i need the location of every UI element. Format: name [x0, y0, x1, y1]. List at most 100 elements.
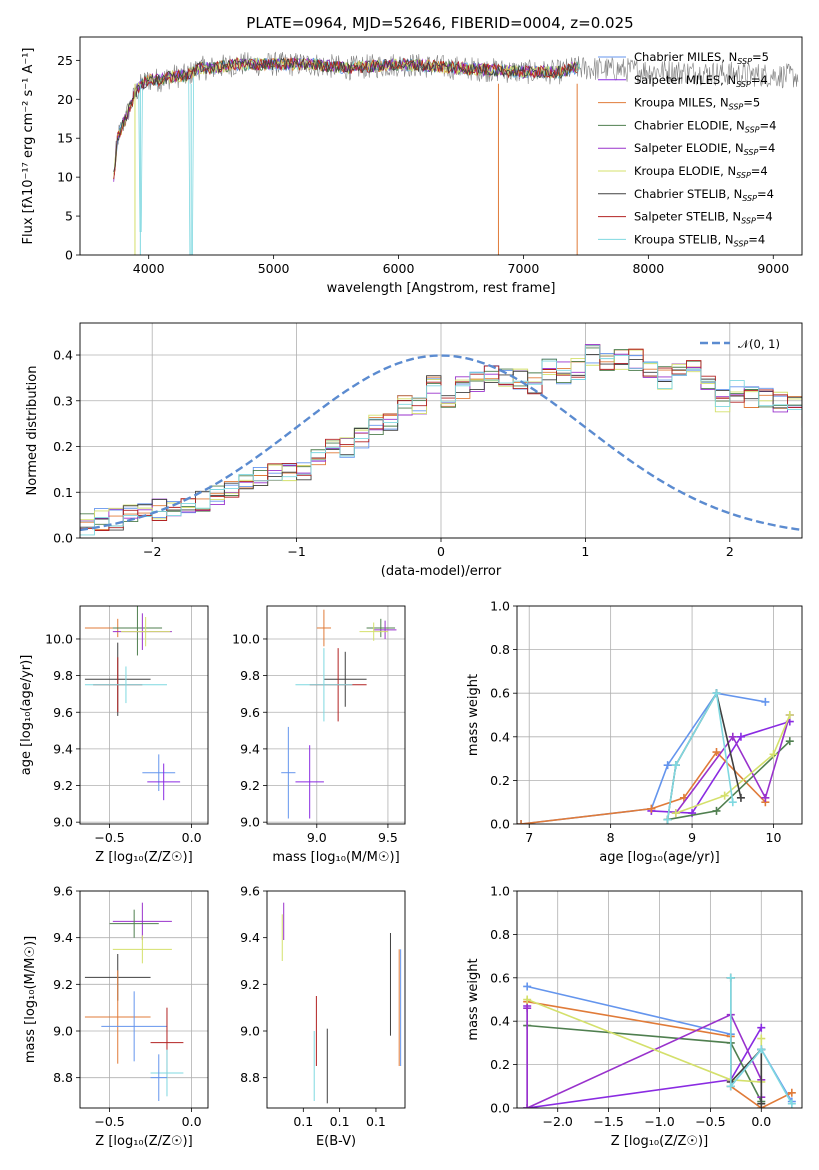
y-tick-label: 9.6	[240, 705, 260, 720]
y-tick-label: 10	[57, 170, 73, 185]
y-tick-label: 9.8	[53, 668, 73, 683]
mass-weight-line	[651, 720, 791, 814]
mass-weight-marker	[523, 1004, 532, 1013]
x-tick-label: 0	[437, 544, 445, 559]
x-tick-label: 0.1	[293, 1114, 313, 1129]
mass-weight-line	[729, 977, 793, 1105]
mass-weight-marker	[728, 798, 737, 807]
mass-weight-marker	[728, 732, 737, 741]
axes-frame	[79, 890, 209, 1109]
x-axis-label: mass [log₁₀(M/M☉)]	[272, 850, 399, 865]
y-tick-label: 0.8	[490, 927, 510, 942]
mass-weight-line	[729, 977, 763, 1104]
gaussian-curve	[80, 354, 802, 532]
x-tick-label: 0.0	[182, 830, 202, 845]
y-tick-label: 15	[57, 131, 73, 146]
y-tick-label: 9.6	[240, 884, 260, 899]
mass-weight-marker	[785, 711, 794, 719]
y-tick-label: 9.2	[53, 977, 73, 992]
y-tick-label: 25	[57, 53, 73, 68]
y-tick-label: 0.3	[53, 393, 73, 408]
x-tick-label: −1.0	[644, 1114, 674, 1129]
y-tick-label: 0.4	[53, 348, 73, 363]
plot-area	[281, 902, 402, 1104]
x-tick-label: −1.5	[593, 1114, 623, 1129]
spectrum-model-line	[113, 56, 578, 180]
plot-area	[84, 902, 184, 1101]
x-tick-label: 0.1	[330, 1114, 350, 1129]
x-axis-label: E(B-V)	[316, 1134, 356, 1149]
y-tick-label: 1.0	[490, 599, 510, 614]
plot-area	[84, 606, 181, 801]
mass-weight-line	[521, 692, 766, 824]
y-tick-label: 9.4	[53, 741, 73, 756]
legend-label: Kroupa ELODIE, NSSP=4	[634, 164, 768, 180]
x-tick-label: −0.5	[94, 1114, 124, 1129]
mass-weight-marker	[736, 793, 745, 802]
mass-weight-marker	[785, 737, 794, 746]
plot-area	[523, 973, 796, 1108]
mass-weight-marker	[523, 982, 532, 991]
legend-label: Chabrier ELODIE, NSSP=4	[634, 118, 776, 134]
chart-spectrum: 4000 5000 6000 7000 8000 9000 0 5 10 15 20 25 wavele…	[21, 36, 803, 296]
x-tick-label: 10	[766, 830, 782, 845]
axes-frame	[266, 605, 406, 825]
mass-weight-marker	[712, 806, 721, 815]
mass-weight-marker	[761, 793, 770, 802]
y-tick-label: 0.0	[53, 531, 73, 546]
y-axis-label: mass weight	[466, 674, 481, 756]
mass-weight-marker	[671, 761, 680, 770]
chart-age-vs-Z: −0.5 0.0 9.0 9.2 9.4 9.6 9.8 10.0 Z [log₁₀(Z/Z☉)…	[19, 605, 209, 865]
x-tick-label: 7	[525, 830, 533, 845]
mass-weight-marker	[671, 809, 680, 818]
x-tick-label: 5000	[258, 261, 290, 276]
mass-weight-marker	[663, 761, 672, 770]
x-axis-label: age [log₁₀(age/yr)]	[599, 850, 720, 865]
legend-label: Chabrier STELIB, NSSP=4	[634, 187, 774, 203]
y-axis-label: Normed distribution	[25, 366, 40, 496]
y-axis-label: Flux [fλ10⁻¹⁷ erg cm⁻² s⁻¹ A⁻¹]	[21, 48, 36, 245]
y-tick-label: 0.4	[490, 1014, 510, 1029]
x-tick-label: 0.1	[366, 1114, 386, 1129]
legend-label: Kroupa STELIB, NSSP=4	[634, 232, 765, 248]
x-tick-label: 8	[607, 830, 615, 845]
y-tick-label: 0.4	[490, 729, 510, 744]
y-tick-label: 9.0	[240, 815, 260, 830]
axes-frame	[79, 322, 803, 539]
legend-label: Salpeter STELIB, NSSP=4	[634, 210, 773, 226]
axes-frame	[79, 605, 209, 825]
residual-histogram	[80, 345, 802, 536]
plot-area	[281, 609, 397, 819]
residual-histogram	[80, 344, 802, 530]
y-tick-label: 10.0	[232, 631, 260, 646]
chart-age-vs-mass: 9.0 9.5 9.0 9.2 9.4 9.6 9.8 10.0 mass [log₁₀(M/M…	[232, 605, 406, 865]
mass-weight-line	[675, 714, 791, 814]
x-tick-label: 9.0	[307, 830, 327, 845]
mass-weight-marker	[757, 1045, 766, 1054]
x-tick-label: 1	[581, 544, 589, 559]
figure-title: PLATE=0964, MJD=52646, FIBERID=0004, z=0…	[246, 14, 633, 32]
y-tick-label: 9.6	[53, 884, 73, 899]
y-axis-label: mass [log₁₀(M/M☉)]	[23, 936, 38, 1063]
mass-weight-marker	[726, 973, 735, 982]
x-tick-label: 2	[726, 544, 734, 559]
plots-layer: 4000 5000 6000 7000 8000 90000510152025wavele…	[19, 36, 803, 1149]
mass-weight-marker	[517, 820, 526, 824]
axes-frame	[516, 605, 803, 825]
y-tick-label: 8.8	[240, 1070, 260, 1085]
chart-mass-vs-Z: −0.5 0.0 8.8 9.0 9.2 9.4 9.6 Z [log₁₀(Z/Z☉)] mas…	[23, 884, 209, 1149]
legend-label: Kroupa MILES, NSSP=5	[634, 96, 760, 112]
y-tick-label: 9.8	[240, 668, 260, 683]
x-tick-label: 9	[688, 830, 696, 845]
x-tick-label: 9.5	[378, 830, 398, 845]
x-axis-label: Z [log₁₀(Z/Z☉)]	[95, 850, 192, 865]
mass-weight-line	[526, 1008, 763, 1108]
y-tick-label: 0.6	[490, 686, 510, 701]
x-tick-label: 4000	[133, 261, 165, 276]
legend-label: Chabrier MILES, NSSP=5	[634, 50, 769, 66]
y-tick-label: 8.8	[53, 1070, 73, 1085]
legend-label: Salpeter ELODIE, NSSP=4	[634, 141, 775, 157]
y-tick-label: 9.2	[53, 778, 73, 793]
spectrum-model-line	[113, 57, 581, 255]
